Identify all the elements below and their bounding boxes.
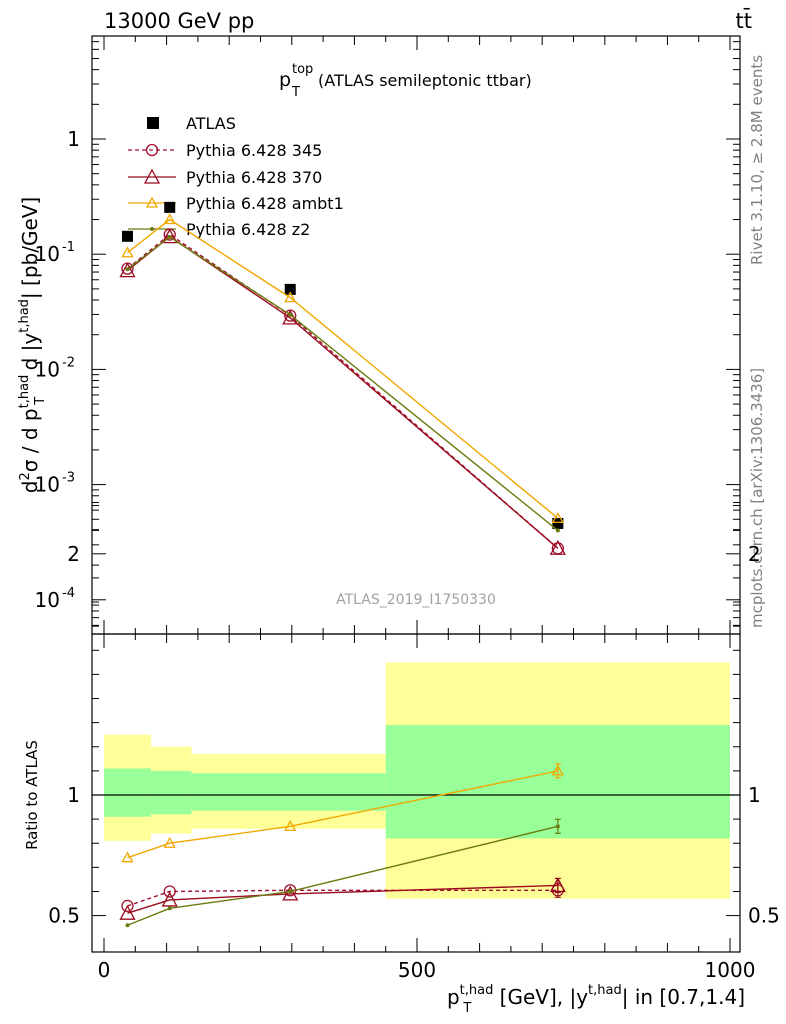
svg-text:pt,hadT [GeV], |yt,had| in [0.: pt,had T [GeV], |yt,had| in [0.7,1.4] [447, 983, 745, 1016]
main-series-line [127, 236, 559, 531]
plot-title-sup: top [292, 62, 313, 77]
ratio-ylabel: Ratio to ATLAS [23, 740, 41, 850]
main-point-z2 [288, 312, 293, 317]
ratio-series-line [127, 889, 558, 907]
main-point-atlas [121, 230, 133, 242]
x-tick-label: 500 [398, 958, 436, 982]
legend-label-ambt1: Pythia 6.428 ambt1 [186, 194, 344, 213]
plot-title: p top T (ATLAS semileptonic ttbar) [279, 62, 532, 100]
ratio-y-tick-label-right: 2 [748, 542, 761, 566]
ratio-y-tick-label: 1 [67, 783, 80, 807]
main-point-ambt1 [284, 291, 297, 303]
legend-label-345: Pythia 6.428 345 [186, 141, 322, 160]
main-point-ambt1 [163, 213, 176, 225]
ratio-band-inner [104, 768, 151, 817]
process-label: tt̄ [736, 8, 752, 33]
main-point-370 [119, 262, 136, 278]
plot-title-sub: T [291, 85, 300, 100]
legend-marker-345 [145, 143, 159, 157]
main-y-tick-label: 10 [35, 242, 60, 266]
main-y-tick-label: 10 [35, 473, 60, 497]
main-point-z2 [555, 528, 560, 533]
ratio-point-z2 [125, 923, 130, 928]
ratio-frame [91, 633, 741, 953]
ratio-y-tick-label-right: 1 [748, 783, 761, 807]
main-point-370 [549, 539, 566, 555]
x-tick-label: 1000 [705, 958, 756, 982]
ratio-point-z2 [288, 889, 293, 894]
ratio-point-ambt1 [163, 836, 176, 848]
ratio-y-tick-label-right: 0.5 [748, 904, 780, 928]
ratio-series-line [127, 770, 558, 859]
analysis-id: ATLAS_2019_I1750330 [336, 592, 496, 608]
main-point-ambt1 [551, 511, 564, 523]
main-series-line [127, 233, 559, 549]
ratio-point-z2 [555, 824, 560, 829]
ratio-series-line [127, 825, 559, 926]
main-y-tick-label: 10 [35, 588, 60, 612]
energy-label: 13000 GeV pp [104, 9, 254, 33]
main-point-atlas [284, 283, 296, 295]
ratio-point-345 [121, 899, 134, 913]
ratio-point-ambt1 [284, 820, 297, 832]
main-point-z2 [167, 235, 172, 240]
legend-label-atlas: ATLAS [186, 114, 236, 133]
main-series-line [127, 218, 559, 519]
plot-title-rest: (ATLAS semileptonic ttbar) [318, 71, 532, 90]
ratio-point-370 [161, 891, 178, 907]
main-point-z2 [125, 267, 130, 272]
ratio-y-tick-label: 0.5 [48, 904, 80, 928]
ratio-point-ambt1 [551, 764, 564, 776]
ratio-point-345 [163, 885, 176, 898]
mcplots-label: mcplots.cern.ch [arXiv:1306.3436] [748, 368, 766, 628]
ratio-point-370 [119, 904, 136, 920]
legend: ATLAS Pythia 6.428 345 Pythia 6.428 370 … [128, 114, 344, 239]
legend-marker-z2 [150, 227, 154, 231]
main-y-tick-label-exp: -2 [62, 355, 75, 370]
ratio-series-line [127, 884, 558, 914]
ratio-point-z2 [167, 906, 172, 911]
main-point-370 [161, 228, 178, 244]
main-point-ambt1 [121, 246, 134, 258]
ratio-band-inner [150, 770, 192, 815]
x-tick-label: 0 [98, 958, 111, 982]
plot-title-p: p [279, 69, 291, 91]
ratio-point-370 [282, 885, 299, 901]
main-point-atlas [552, 517, 564, 529]
main-y-tick-label: 1 [67, 127, 80, 151]
ratio-point-370 [549, 877, 566, 893]
xlabel: pt,had T [GeV], |yt,had| in [0.7,1.4] [447, 983, 745, 1016]
main-series-line [127, 235, 559, 549]
main-y-tick-label-exp: -4 [62, 586, 75, 601]
rivet-label: Rivet 3.1.10, ≥ 2.8M events [748, 55, 766, 265]
ratio-band-inner [191, 773, 386, 811]
legend-label-z2: Pythia 6.428 z2 [186, 220, 310, 239]
legend-marker-atlas [147, 117, 159, 129]
ratio-point-ambt1 [121, 851, 134, 863]
ratio-y-tick-label: 2 [67, 542, 80, 566]
legend-marker-370 [143, 168, 161, 184]
legend-marker-ambt1 [145, 196, 159, 208]
legend-label-370: Pythia 6.428 370 [186, 168, 322, 187]
main-y-tick-label-exp: -3 [62, 471, 75, 486]
main-y-tick-label: 10 [35, 357, 60, 381]
main-point-atlas [164, 201, 176, 213]
main-y-tick-label-exp: -1 [62, 240, 75, 255]
